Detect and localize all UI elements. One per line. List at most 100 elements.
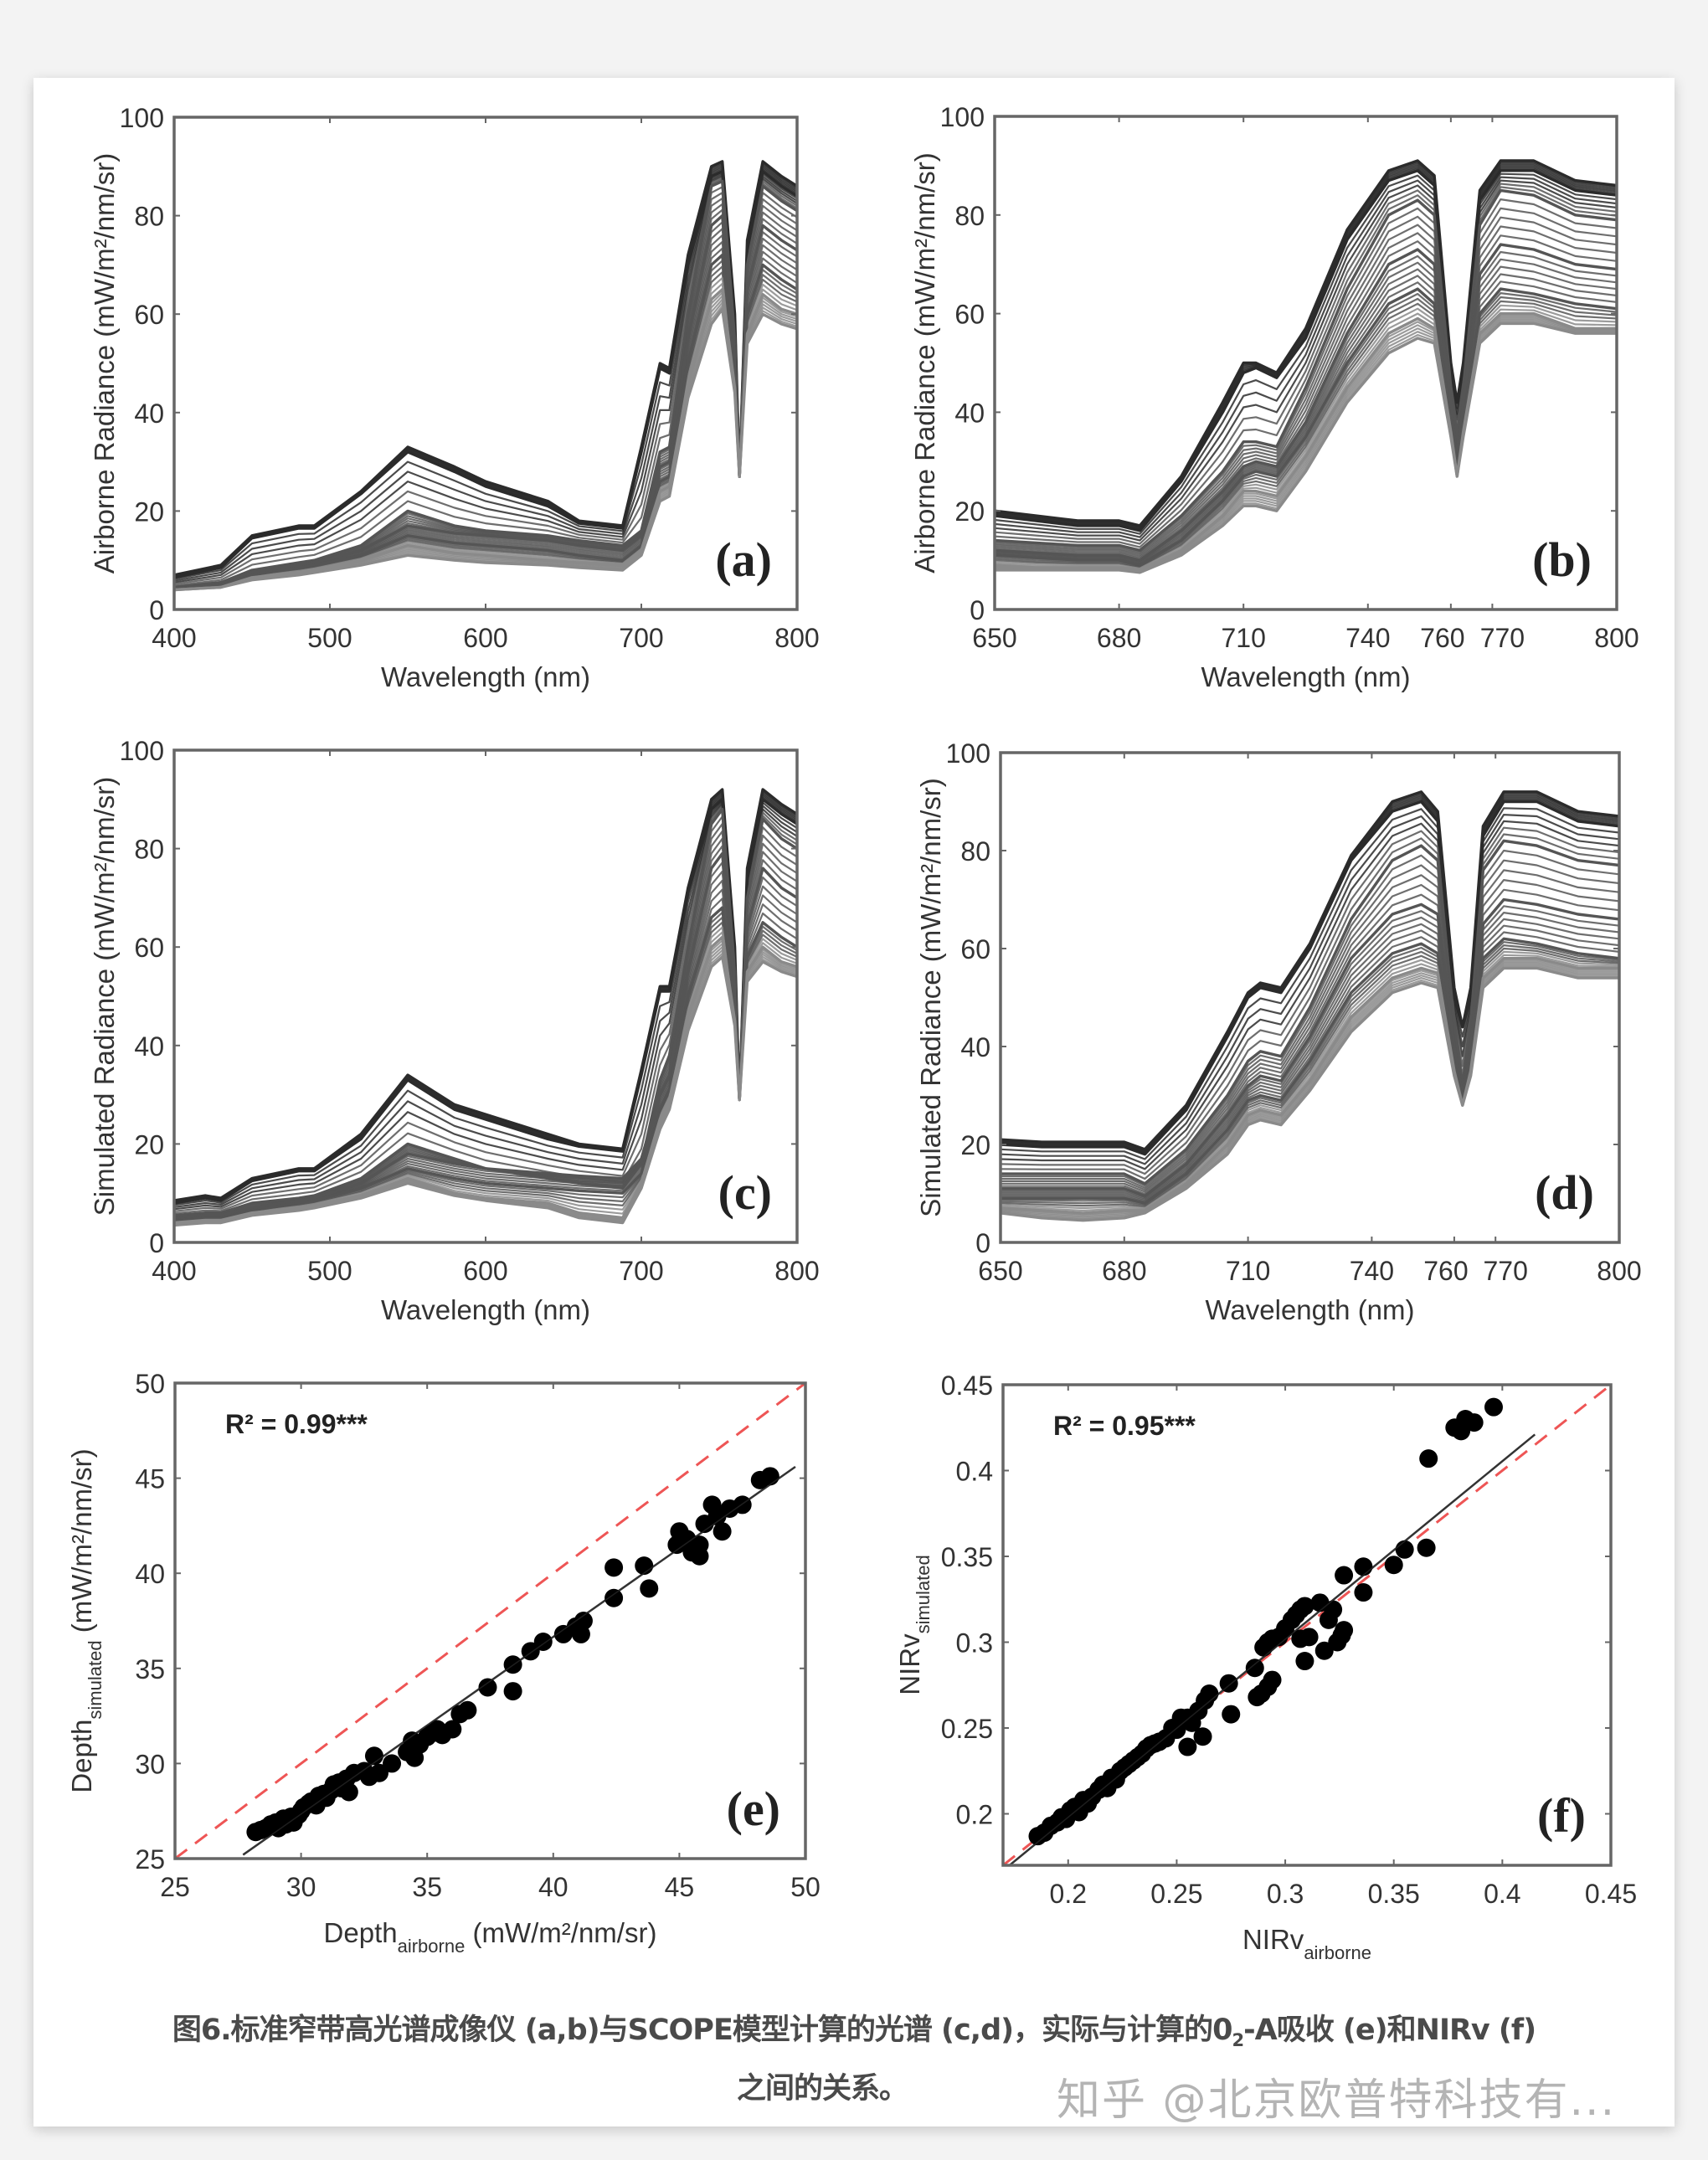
y-tick-label: 20 [954, 496, 985, 527]
y-tick-label: 0.3 [956, 1628, 993, 1659]
spectrum-line-mid-2 [1001, 897, 1619, 1198]
spectrum-band-line [1001, 954, 1619, 1212]
spectrum-band-line [1001, 869, 1619, 1191]
scatter-point [713, 1522, 732, 1541]
x-tick-label: 30 [286, 1872, 316, 1902]
y-axis-label: Simulated Radiance (mW/m²/nm/sr) [89, 777, 120, 1216]
scatter-point [1324, 1600, 1343, 1619]
x-tick-label: 35 [412, 1872, 442, 1902]
spectrum-band-line [1001, 950, 1619, 1210]
y-tick-label: 80 [954, 201, 985, 231]
spectrum-band-line [995, 216, 1617, 557]
y-tick-label: 60 [954, 300, 985, 330]
caption-text: 图6.标准窄带高光谱成像仪 (a,b)与SCOPE模型计算的光谱 (c,d)，实… [172, 2013, 1233, 2047]
chart-panel-f: 0.2 0.25 0.3 0.35 0.4 0.45 0.2 0.25 0.3 0.35 0.4 0.… [894, 1371, 1637, 1963]
y-tick-label: 0.2 [956, 1800, 993, 1830]
scatter-point [1354, 1557, 1373, 1576]
r-squared-annotation: R² = 0.99*** [225, 1409, 368, 1439]
panel-label: (c) [718, 1165, 772, 1220]
spectrum-band-line [1001, 807, 1619, 1160]
scatter-point [1395, 1540, 1414, 1559]
spectrum-line-low-2 [995, 321, 1617, 574]
scatter-point [574, 1612, 593, 1630]
spectrum-band-line [995, 300, 1617, 569]
scatter-point [1484, 1397, 1503, 1417]
x-tick-label: 500 [307, 1256, 352, 1286]
x-tick-label: 740 [1350, 1256, 1394, 1286]
y-tick-label: 0 [970, 595, 985, 625]
scatter-point [1178, 1737, 1197, 1756]
spectrum-band-line [1001, 918, 1619, 1201]
one-to-one-line [175, 1383, 805, 1859]
caption-subscript: 2 [1232, 2030, 1245, 2050]
x-tick-label: 45 [665, 1872, 695, 1902]
axes-frame [173, 1381, 807, 1860]
x-tick-label: 600 [463, 1256, 507, 1286]
x-axis-label: Wavelength (nm) [381, 1294, 590, 1325]
scatter-point [1354, 1583, 1373, 1602]
panel-label: (d) [1535, 1165, 1594, 1220]
scatter-point [383, 1754, 402, 1773]
scatter-point [1384, 1556, 1403, 1575]
x-tick-label: 0.3 [1267, 1879, 1304, 1909]
x-axis-label: Wavelength (nm) [1201, 661, 1410, 692]
y-tick-label: 20 [134, 1129, 164, 1160]
x-tick-label: 800 [774, 1256, 819, 1286]
regression-line-overlay [242, 1466, 796, 1856]
chart-panel-e: 25 30 35 40 45 50 25 30 35 40 45 50 Depthairborne (m… [66, 1369, 821, 1957]
r-squared-annotation: R² = 0.95*** [1053, 1411, 1196, 1441]
y-tick-label: 45 [135, 1464, 165, 1494]
y-axis-label: Airborne Radiance (mW/m²/nm/sr) [89, 153, 120, 573]
x-tick-label: 700 [619, 623, 663, 653]
spectrum-line-mid-3 [995, 287, 1617, 567]
spectrum-line-low-1 [995, 311, 1617, 572]
spectrum-band-line [995, 304, 1617, 570]
spectrum-line-mid-2 [174, 851, 797, 1220]
spectrum-band-line [1001, 820, 1619, 1170]
spectrum-band-line [995, 207, 1617, 555]
y-tick-label: 100 [120, 103, 164, 133]
spectrum-band-line [1001, 859, 1619, 1189]
spectrum-line-high-2 [1001, 800, 1619, 1156]
y-tick-label: 40 [954, 398, 985, 428]
x-tick-label: 710 [1226, 1256, 1270, 1286]
y-tick-label: 60 [960, 934, 990, 964]
scatter-point [443, 1720, 462, 1739]
x-tick-label: 400 [152, 623, 196, 653]
y-tick-label: 0.35 [941, 1542, 993, 1572]
y-axis-label: Airborne Radiance (mW/m²/nm/sr) [909, 152, 940, 573]
spectrum-line-mid-2 [995, 243, 1617, 562]
chart-panel-a: 400 500 600 700 800 0 20 40 60 80 100 Wavelength (n… [89, 103, 820, 692]
x-tick-label: 600 [463, 623, 507, 653]
spectrum-band-line [995, 169, 1617, 532]
spectrum-line-low-1 [1001, 956, 1619, 1215]
x-tick-label: 650 [972, 623, 1016, 653]
panel-label: (f) [1537, 1788, 1586, 1843]
spectrum-band-line [995, 167, 1617, 531]
spectrum-line-high-1 [995, 159, 1617, 527]
y-tick-label: 80 [134, 835, 164, 865]
x-tick-label: 680 [1102, 1256, 1146, 1286]
scatter-point [1295, 1597, 1314, 1616]
x-tick-label: 760 [1420, 623, 1464, 653]
y-tick-label: 25 [135, 1844, 165, 1875]
scatter-point [1419, 1449, 1438, 1468]
y-tick-label: 0 [149, 1228, 164, 1258]
x-tick-label: 760 [1423, 1256, 1468, 1286]
scatter-point [533, 1632, 553, 1651]
scatter-point [1295, 1652, 1314, 1671]
y-tick-label: 0 [149, 595, 164, 625]
scatter-point [1314, 1641, 1334, 1660]
x-tick-label: 680 [1097, 623, 1141, 653]
x-tick-label: 770 [1480, 623, 1525, 653]
x-axis-label: Wavelength (nm) [1205, 1294, 1414, 1325]
y-tick-label: 20 [960, 1130, 990, 1160]
spectrum-band-line [1001, 797, 1619, 1154]
x-tick-label: 800 [1594, 623, 1639, 653]
spectrum-band-line [1001, 944, 1619, 1207]
spectrum-band-line [995, 225, 1617, 558]
spectrum-band-line [1001, 878, 1619, 1193]
x-tick-label: 40 [538, 1872, 568, 1902]
figure-caption-line2: 之间的关系。 [737, 2072, 908, 2106]
